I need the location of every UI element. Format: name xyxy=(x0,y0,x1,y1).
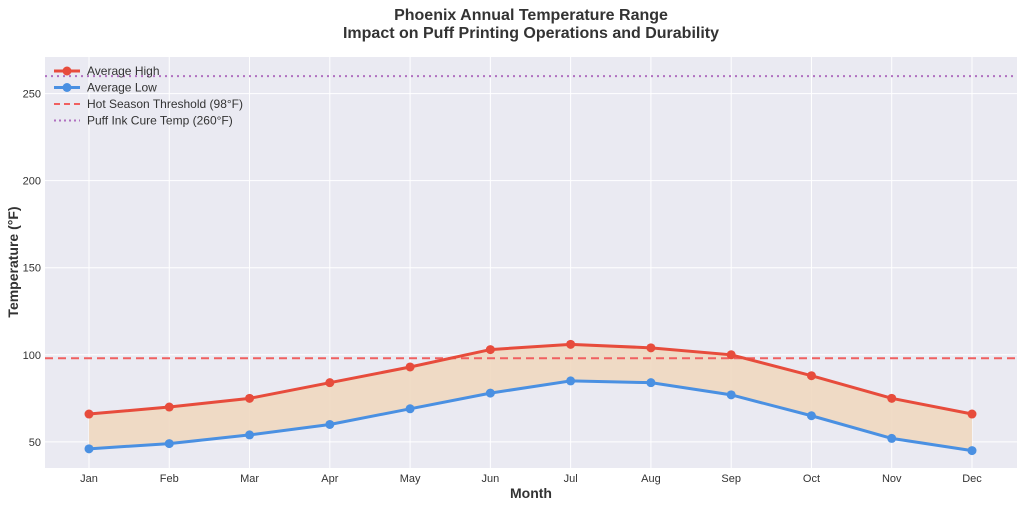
data-point xyxy=(325,378,335,388)
legend: Average High Average Low Hot Season Thresh… xyxy=(54,64,243,128)
legend-marker xyxy=(62,83,72,92)
data-point xyxy=(566,339,576,349)
data-point xyxy=(967,409,977,419)
data-point xyxy=(967,446,977,456)
x-tick-label: Oct xyxy=(803,473,820,485)
data-point xyxy=(485,345,495,355)
y-tick-label: 250 xyxy=(23,89,41,101)
data-point xyxy=(887,433,897,443)
chart-title: Phoenix Annual Temperature Range xyxy=(394,7,668,24)
x-tick-label: Aug xyxy=(641,473,661,485)
legend-label: Puff Ink Cure Temp (260°F) xyxy=(87,114,233,128)
data-point xyxy=(84,409,94,419)
range-fill xyxy=(89,344,972,451)
x-tick-label: Jun xyxy=(481,473,499,485)
data-point xyxy=(405,362,415,372)
data-point xyxy=(726,390,736,400)
data-point xyxy=(887,393,897,403)
legend-label: Average High xyxy=(87,64,160,78)
data-point xyxy=(646,343,656,353)
legend-label: Hot Season Threshold (98°F) xyxy=(87,97,243,111)
y-tick-label: 50 xyxy=(29,437,41,449)
data-point xyxy=(164,439,174,449)
data-point xyxy=(245,393,255,403)
data-point xyxy=(806,371,816,381)
x-axis-label: Month xyxy=(510,485,552,501)
y-tick-label: 200 xyxy=(23,176,41,188)
x-tick-label: Nov xyxy=(882,473,902,485)
data-point xyxy=(566,376,576,386)
series-line-high xyxy=(88,342,973,416)
x-tick-label: Apr xyxy=(321,473,338,485)
y-tick-label: 100 xyxy=(23,350,41,362)
data-point xyxy=(325,419,335,429)
x-tick-label: Feb xyxy=(160,473,179,485)
data-point xyxy=(485,388,495,398)
data-point xyxy=(726,350,736,360)
data-point xyxy=(806,411,816,421)
x-tick-label: Jul xyxy=(564,473,578,485)
x-tick-label: Mar xyxy=(240,473,259,485)
x-tick-label: Jan xyxy=(80,473,98,485)
series-line-low xyxy=(88,379,973,453)
x-tick-label: May xyxy=(400,473,421,485)
legend-label: Average Low xyxy=(87,81,157,95)
x-tick-label: Sep xyxy=(721,473,741,485)
x-tick-label: Dec xyxy=(962,473,982,485)
data-point xyxy=(245,430,255,440)
chart-subtitle: Impact on Puff Printing Operations and D… xyxy=(343,25,719,42)
data-point xyxy=(164,402,174,412)
data-point xyxy=(646,378,656,388)
data-point xyxy=(405,404,415,414)
y-axis-label: Temperature (°F) xyxy=(5,206,21,317)
data-point xyxy=(84,444,94,454)
legend-marker xyxy=(62,66,72,76)
y-tick-label: 150 xyxy=(23,263,41,275)
